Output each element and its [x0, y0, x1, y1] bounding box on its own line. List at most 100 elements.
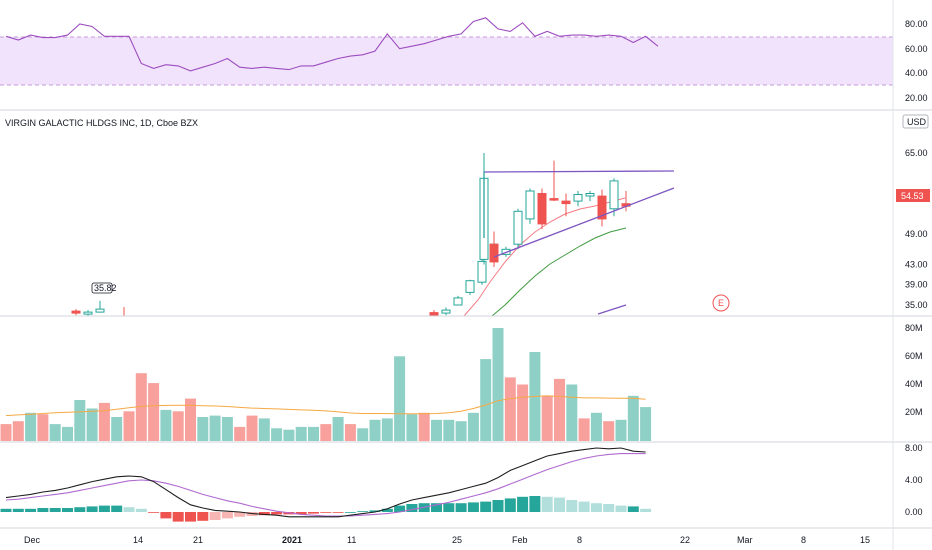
- macd-histogram: [0, 496, 652, 522]
- macd-hist-bar: [431, 503, 442, 512]
- volume-bar: [308, 426, 319, 441]
- rsi-tick: 60.00: [905, 44, 928, 54]
- macd-hist-bar: [381, 508, 393, 512]
- volume-bar: [406, 414, 418, 441]
- x-tick: 8: [577, 535, 582, 545]
- last-price-label: 54.53: [901, 191, 924, 201]
- volume-bar: [344, 424, 356, 441]
- volume-tick: 40M: [905, 379, 923, 389]
- volume-bars: [0, 328, 652, 442]
- price-tick: 49.00: [905, 229, 928, 239]
- volume-bar: [0, 424, 12, 441]
- volume-bar: [185, 398, 196, 441]
- macd-hist-bar: [12, 508, 24, 512]
- rsi-tick: 80.00: [905, 19, 928, 29]
- price-pane: VIRGIN GALACTIC HLDGS INC, 1D, Cboe BZX …: [5, 114, 930, 317]
- volume-bar: [37, 414, 49, 441]
- macd-hist-bar: [123, 507, 135, 512]
- volume-bar: [283, 429, 295, 441]
- volume-bar: [98, 402, 110, 441]
- macd-hist-bar: [394, 505, 406, 512]
- volume-bar: [640, 407, 652, 441]
- sma-long: [491, 227, 627, 317]
- macd-hist-bar: [258, 512, 270, 516]
- macd-tick: 4.00: [905, 475, 923, 485]
- currency-badge-box[interactable]: [902, 114, 929, 129]
- macd-hist-bar: [406, 504, 418, 512]
- x-tick: 2021: [282, 535, 302, 545]
- volume-bar: [295, 426, 307, 441]
- macd-hist-bar: [295, 512, 307, 515]
- x-tick: Dec: [24, 535, 41, 545]
- candle-body: [597, 195, 607, 220]
- macd-hist-bar: [74, 507, 86, 512]
- earnings-marker[interactable]: [712, 294, 730, 312]
- volume-bar: [578, 418, 590, 441]
- price-tick: 39.00: [905, 280, 928, 290]
- macd-hist-bar: [86, 506, 98, 512]
- candle-body: [429, 312, 439, 317]
- volume-bar: [160, 409, 172, 441]
- macd-hist-bar: [148, 512, 160, 513]
- volume-bar: [431, 419, 442, 441]
- candle-body: [573, 194, 583, 202]
- volume-bar: [517, 384, 529, 441]
- price-marker-box: [91, 282, 113, 294]
- macd-hist-bar: [566, 500, 578, 512]
- earnings-marker-label[interactable]: E: [718, 298, 724, 308]
- macd-hist-bar: [627, 506, 639, 512]
- candle-body: [71, 310, 81, 314]
- candle-body: [453, 297, 463, 306]
- macd-hist-bar: [467, 502, 479, 512]
- x-tick: Feb: [512, 535, 528, 545]
- volume-bar: [123, 411, 135, 441]
- volume-bar: [566, 384, 578, 441]
- macd-hist-bar: [25, 508, 37, 512]
- macd-signal-line: [5, 453, 646, 517]
- macd-hist-bar: [197, 512, 209, 521]
- volume-bar: [443, 419, 455, 441]
- macd-pane: 8.00 4.00 0.00: [0, 443, 923, 522]
- last-price-badge: [896, 189, 930, 202]
- macd-hist-bar: [369, 510, 381, 512]
- volume-bar: [455, 421, 467, 441]
- rsi-band: [0, 37, 893, 85]
- macd-hist-bar: [492, 500, 504, 512]
- macd-hist-bar: [517, 496, 529, 512]
- volume-bar: [541, 395, 553, 441]
- volume-pane: 80M 60M 40M 20M: [0, 323, 923, 442]
- macd-hist-bar: [37, 508, 49, 512]
- volume-bar: [111, 417, 123, 441]
- chart-title: VIRGIN GALACTIC HLDGS INC, 1D, Cboe BZX: [5, 118, 198, 128]
- volume-tick: 60M: [905, 351, 923, 361]
- x-tick: 14: [133, 535, 143, 545]
- x-tick: 25: [452, 535, 462, 545]
- volume-bar: [258, 418, 270, 441]
- volume-bar: [148, 383, 160, 441]
- candle-body: [561, 200, 571, 205]
- macd-hist-bar: [271, 512, 283, 515]
- macd-hist-bar: [185, 512, 196, 522]
- currency-badge[interactable]: USD: [907, 117, 927, 127]
- macd-hist-bar: [332, 512, 344, 513]
- volume-bar: [12, 421, 24, 441]
- volume-bar: [172, 411, 184, 441]
- volume-bar: [467, 412, 479, 442]
- volume-bar: [197, 417, 209, 441]
- candle-body: [477, 260, 487, 283]
- macd-hist-bar: [111, 505, 123, 512]
- macd-hist-bar: [308, 512, 319, 514]
- volume-bar: [74, 400, 86, 441]
- volume-bar: [209, 415, 221, 441]
- candle-body: [441, 309, 451, 314]
- x-tick: 11: [347, 535, 356, 545]
- macd-tick: 0.00: [905, 507, 923, 517]
- macd-hist-bar: [98, 505, 110, 512]
- price-tick: 35.00: [905, 300, 928, 310]
- candle-body: [83, 311, 93, 315]
- macd-hist-bar: [590, 503, 602, 512]
- volume-bar: [394, 356, 406, 442]
- volume-bar: [554, 378, 565, 441]
